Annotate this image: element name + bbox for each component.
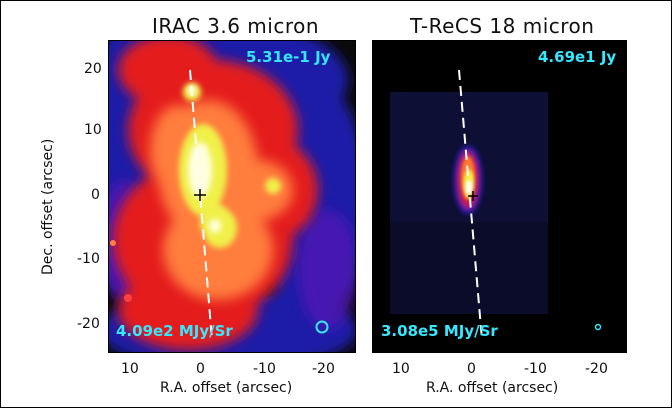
right-x-tick-0: 0 bbox=[467, 361, 476, 377]
right-flux-label: 4.69e1 Jy bbox=[538, 48, 617, 66]
left-x-tick-10: 10 bbox=[121, 361, 139, 377]
irac-image-svg bbox=[108, 40, 356, 353]
y-tick-0: 0 bbox=[91, 187, 100, 203]
trecs-image bbox=[372, 40, 627, 353]
right-unit-label: 3.08e5 MJy/Sr bbox=[381, 322, 498, 340]
left-x-axis-label: R.A. offset (arcsec) bbox=[160, 380, 293, 396]
left-panel-title: IRAC 3.6 micron bbox=[152, 14, 320, 38]
irac-image bbox=[108, 40, 356, 353]
right-x-axis-label: R.A. offset (arcsec) bbox=[426, 380, 559, 396]
left-beam-circle bbox=[315, 320, 329, 334]
y-tick-neg20: -20 bbox=[77, 316, 100, 332]
left-x-tick-neg20: -20 bbox=[312, 361, 335, 377]
left-x-tick-neg10: -10 bbox=[253, 361, 276, 377]
right-panel-title: T-ReCS 18 micron bbox=[410, 14, 595, 38]
right-x-tick-neg20: -20 bbox=[585, 361, 608, 377]
y-axis-label: Dec. offset (arcsec) bbox=[40, 138, 56, 275]
right-beam-circle bbox=[594, 323, 602, 331]
y-tick-20: 20 bbox=[84, 61, 102, 77]
trecs-image-svg bbox=[390, 69, 602, 341]
right-x-tick-10: 10 bbox=[392, 361, 410, 377]
right-x-tick-neg10: -10 bbox=[524, 361, 547, 377]
left-axis-outline bbox=[108, 40, 356, 353]
left-x-tick-0: 0 bbox=[196, 361, 205, 377]
right-axis-outline bbox=[372, 40, 627, 353]
left-flux-label: 5.31e-1 Jy bbox=[246, 48, 331, 66]
left-unit-label: 4.09e2 MJy/Sr bbox=[116, 322, 233, 340]
y-tick-neg10: -10 bbox=[77, 251, 100, 267]
y-tick-10: 10 bbox=[84, 122, 102, 138]
